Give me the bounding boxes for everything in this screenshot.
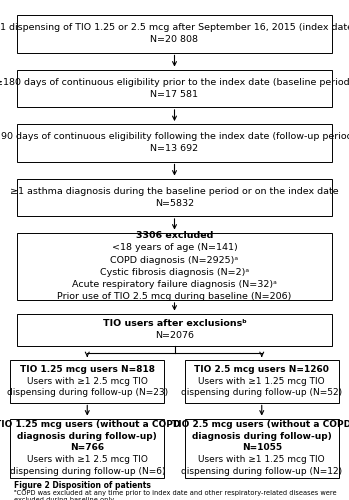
Text: N=13 692: N=13 692 <box>150 144 199 154</box>
Text: TIO 2.5 mcg users N=1260: TIO 2.5 mcg users N=1260 <box>194 365 329 374</box>
Text: COPD diagnosis (N=2925)ᵃ: COPD diagnosis (N=2925)ᵃ <box>110 256 239 264</box>
Text: Users with ≥1 2.5 mcg TIO: Users with ≥1 2.5 mcg TIO <box>27 455 148 464</box>
Text: TIO 1.25 mcg users (without a COPD: TIO 1.25 mcg users (without a COPD <box>0 420 180 429</box>
Bar <box>17 232 332 300</box>
Text: ≥180 days of continuous eligibility prior to the index date (baseline period): ≥180 days of continuous eligibility prio… <box>0 78 349 86</box>
Bar <box>17 15 332 52</box>
Text: ≥1 dispensing of TIO 1.25 or 2.5 mcg after September 16, 2015 (index date): ≥1 dispensing of TIO 1.25 or 2.5 mcg aft… <box>0 23 349 32</box>
Bar <box>17 70 332 107</box>
Bar <box>17 124 332 162</box>
Bar <box>185 418 339 478</box>
Bar <box>17 178 332 216</box>
Text: Cystic fibrosis diagnosis (N=2)ᵃ: Cystic fibrosis diagnosis (N=2)ᵃ <box>100 268 249 277</box>
Text: N=2076: N=2076 <box>155 332 194 340</box>
Text: diagnosis during follow-up): diagnosis during follow-up) <box>192 432 332 441</box>
Text: Users with ≥1 1.25 mcg TIO: Users with ≥1 1.25 mcg TIO <box>199 377 325 386</box>
Text: TIO 2.5 mcg users (without a COPD: TIO 2.5 mcg users (without a COPD <box>172 420 349 429</box>
Text: Users with ≥1 2.5 mcg TIO: Users with ≥1 2.5 mcg TIO <box>27 377 148 386</box>
Text: Figure 2 Disposition of patients: Figure 2 Disposition of patients <box>14 481 151 490</box>
Text: N=17 581: N=17 581 <box>150 90 199 99</box>
Bar <box>10 360 164 403</box>
Bar <box>10 418 164 478</box>
Text: diagnosis during follow-up): diagnosis during follow-up) <box>17 432 157 441</box>
Text: TIO 1.25 mcg users N=818: TIO 1.25 mcg users N=818 <box>20 365 155 374</box>
Text: Users with ≥1 1.25 mcg TIO: Users with ≥1 1.25 mcg TIO <box>199 455 325 464</box>
Text: dispensing during follow-up (N=23): dispensing during follow-up (N=23) <box>7 388 168 398</box>
Text: Acute respiratory failure diagnosis (N=32)ᵃ: Acute respiratory failure diagnosis (N=3… <box>72 280 277 289</box>
Text: N=766: N=766 <box>70 444 104 452</box>
Text: <18 years of age (N=141): <18 years of age (N=141) <box>112 244 237 252</box>
Bar <box>17 314 332 346</box>
Text: TIO users after exclusionsᵇ: TIO users after exclusionsᵇ <box>103 319 246 328</box>
Text: dispensing during follow-up (N=52): dispensing during follow-up (N=52) <box>181 388 342 398</box>
Text: 3306 excluded: 3306 excluded <box>136 231 213 240</box>
Text: ≥1 asthma diagnosis during the baseline period or on the index date: ≥1 asthma diagnosis during the baseline … <box>10 186 339 196</box>
Text: dispensing during follow-up (N=12): dispensing during follow-up (N=12) <box>181 467 342 476</box>
Text: dispensing during follow-up (N=6): dispensing during follow-up (N=6) <box>9 467 165 476</box>
Text: N=20 808: N=20 808 <box>150 36 199 44</box>
Text: ≥90 days of continuous eligibility following the index date (follow-up period): ≥90 days of continuous eligibility follo… <box>0 132 349 141</box>
Text: N=5832: N=5832 <box>155 199 194 208</box>
Bar <box>185 360 339 403</box>
Text: N=1055: N=1055 <box>242 444 282 452</box>
Text: Prior use of TIO 2.5 mcg during baseline (N=206): Prior use of TIO 2.5 mcg during baseline… <box>57 292 292 302</box>
Text: ᵃCOPD was excluded at any time prior to index date and other respiratory-related: ᵃCOPD was excluded at any time prior to … <box>14 490 336 500</box>
